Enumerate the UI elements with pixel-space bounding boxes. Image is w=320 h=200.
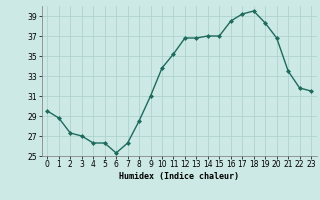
X-axis label: Humidex (Indice chaleur): Humidex (Indice chaleur) [119, 172, 239, 181]
